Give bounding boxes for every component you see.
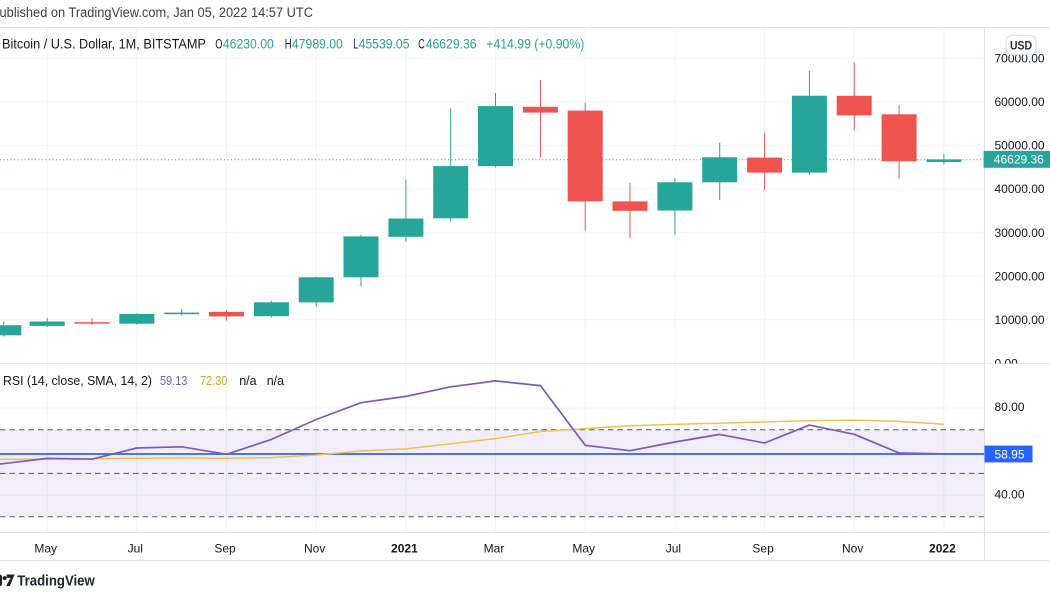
svg-text:n/a: n/a (239, 374, 256, 388)
svg-text:2021: 2021 (391, 542, 418, 556)
svg-text:46629.36: 46629.36 (994, 153, 1044, 167)
svg-text:60000.00: 60000.00 (995, 95, 1045, 109)
svg-text:30000.00: 30000.00 (995, 226, 1045, 240)
svg-text:n/a: n/a (267, 374, 284, 388)
svg-text:RSI (14, close, SMA, 14, 2): RSI (14, close, SMA, 14, 2) (3, 374, 152, 388)
svg-text:L: L (353, 37, 358, 52)
svg-text:TradingView: TradingView (17, 574, 95, 590)
svg-text:50000.00: 50000.00 (995, 139, 1045, 153)
svg-text:10000.00: 10000.00 (995, 313, 1045, 327)
svg-text:Bitcoin / U.S. Dollar, 1M, BIT: Bitcoin / U.S. Dollar, 1M, BITSTAMP (2, 37, 206, 52)
svg-text:Nov: Nov (304, 542, 325, 556)
svg-text:40000.00: 40000.00 (995, 182, 1045, 196)
svg-text:70000.00: 70000.00 (995, 51, 1045, 65)
svg-text:Sep: Sep (214, 542, 236, 556)
svg-text:May: May (572, 542, 595, 556)
svg-text:47989.00: 47989.00 (292, 37, 343, 52)
svg-text:+414.99 (+0.90%): +414.99 (+0.90%) (486, 37, 584, 52)
svg-text:Published on TradingView.com,: Published on TradingView.com, Jan 05, 20… (0, 5, 313, 20)
svg-text:O: O (215, 37, 222, 52)
svg-text:C: C (418, 37, 425, 52)
svg-text:2022: 2022 (929, 542, 956, 556)
svg-text:59.13: 59.13 (160, 374, 187, 388)
svg-text:46230.00: 46230.00 (223, 37, 274, 52)
svg-text:46629.36: 46629.36 (426, 37, 477, 52)
svg-text:45539.05: 45539.05 (359, 37, 410, 52)
svg-text:USD: USD (1010, 39, 1032, 53)
svg-text:Nov: Nov (842, 542, 863, 556)
svg-text:Jul: Jul (666, 542, 681, 556)
svg-text:0.00: 0.00 (995, 357, 1019, 371)
svg-text:20000.00: 20000.00 (995, 269, 1045, 283)
svg-text:58.95: 58.95 (995, 448, 1025, 462)
svg-text:Mar: Mar (484, 542, 505, 556)
svg-text:H: H (285, 37, 292, 52)
svg-text:80.00: 80.00 (995, 400, 1025, 414)
svg-text:40.00: 40.00 (995, 488, 1025, 502)
svg-text:May: May (34, 542, 57, 556)
svg-text:Sep: Sep (752, 542, 774, 556)
svg-text:72.30: 72.30 (200, 374, 227, 388)
svg-text:Jul: Jul (128, 542, 143, 556)
